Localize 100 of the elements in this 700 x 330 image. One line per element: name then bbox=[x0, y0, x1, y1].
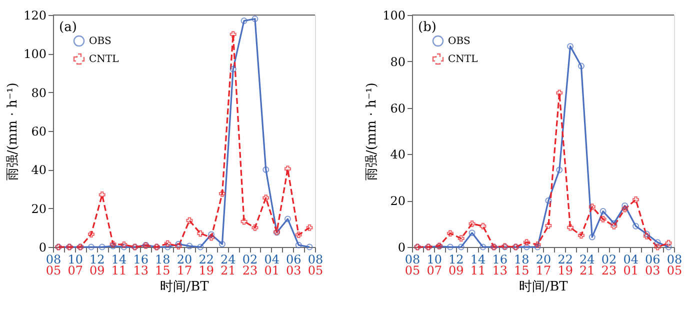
x2-tick-label: 05 bbox=[308, 264, 324, 278]
point bbox=[578, 62, 584, 70]
y-tick-label: 120 bbox=[24, 8, 46, 22]
point bbox=[197, 244, 204, 250]
point bbox=[446, 244, 454, 250]
x-tick-label: 14 bbox=[111, 252, 127, 266]
point bbox=[654, 239, 661, 246]
x-tick-label: 08 bbox=[666, 252, 682, 266]
x-tick-label: 04 bbox=[623, 252, 639, 266]
y-axis-title: 雨强/(mm · h⁻¹) bbox=[364, 82, 380, 181]
x2-tick-label: 21 bbox=[220, 264, 236, 278]
x2-tick-label: 13 bbox=[133, 264, 148, 278]
point bbox=[252, 224, 258, 231]
point bbox=[218, 240, 226, 248]
x2-tick-label: 23 bbox=[242, 264, 258, 278]
point bbox=[480, 244, 486, 250]
x2-tick-label: 23 bbox=[601, 264, 617, 278]
point bbox=[295, 232, 302, 238]
x2-tick-label: 19 bbox=[558, 264, 573, 278]
x2-tick-label: 01 bbox=[623, 264, 638, 278]
x2-tick-label: 07 bbox=[426, 264, 442, 278]
point bbox=[523, 244, 530, 250]
x2-tick-label: 07 bbox=[68, 264, 83, 278]
point bbox=[665, 240, 672, 246]
point bbox=[252, 16, 258, 22]
x-tick-label: 16 bbox=[492, 252, 508, 266]
point bbox=[262, 166, 270, 173]
point bbox=[610, 220, 618, 227]
annotation: (b) bbox=[418, 20, 436, 35]
point bbox=[240, 18, 248, 24]
x2-tick-label: 05 bbox=[46, 264, 62, 278]
x-tick-label: 14 bbox=[470, 252, 486, 266]
point bbox=[284, 166, 291, 172]
point bbox=[208, 234, 215, 241]
point bbox=[480, 222, 486, 230]
y-tick-label: 0 bbox=[398, 240, 406, 254]
x2-tick-label: 21 bbox=[580, 264, 595, 278]
point bbox=[458, 244, 464, 250]
y-tick-label: 60 bbox=[31, 124, 46, 138]
annotation: (a) bbox=[59, 20, 77, 35]
x2-tick-label: 15 bbox=[514, 264, 530, 278]
point bbox=[208, 231, 215, 238]
x-tick-label: 24 bbox=[220, 252, 236, 266]
point bbox=[186, 242, 193, 250]
point bbox=[556, 166, 563, 174]
y-tick-label: 20 bbox=[390, 194, 406, 208]
point bbox=[632, 222, 640, 230]
point bbox=[556, 90, 563, 96]
y-tick-label: 100 bbox=[382, 8, 406, 22]
x-tick-label: 08 bbox=[46, 252, 62, 266]
point bbox=[284, 216, 291, 222]
point bbox=[230, 66, 236, 72]
legend-label: CNTL bbox=[448, 54, 478, 65]
x-tick-label: 20 bbox=[176, 252, 192, 266]
point bbox=[88, 231, 94, 238]
x-tick-label: 08 bbox=[308, 252, 324, 266]
point bbox=[120, 241, 128, 248]
legend-label: CNTL bbox=[89, 54, 120, 65]
y-tick-label: 60 bbox=[390, 101, 406, 116]
x-axis-title: 时间/BT bbox=[160, 280, 210, 294]
x2-tick-label: 03 bbox=[286, 264, 302, 278]
x2-tick-label: 05 bbox=[404, 264, 420, 278]
point bbox=[468, 220, 476, 228]
point bbox=[632, 196, 640, 203]
x2-tick-label: 13 bbox=[492, 264, 508, 278]
point bbox=[98, 192, 106, 198]
point bbox=[567, 43, 574, 50]
point bbox=[588, 204, 596, 210]
point bbox=[186, 217, 193, 224]
x2-tick-label: 09 bbox=[448, 264, 464, 278]
point bbox=[468, 230, 476, 236]
x-tick-label: 24 bbox=[580, 252, 596, 266]
x-tick-label: 16 bbox=[133, 252, 148, 266]
point bbox=[458, 235, 464, 242]
y-axis-title: 雨强/(mm · h⁻¹) bbox=[6, 82, 21, 181]
point bbox=[88, 244, 94, 250]
point bbox=[240, 218, 248, 225]
x2-tick-label: 05 bbox=[666, 264, 682, 278]
x-tick-label: 10 bbox=[426, 252, 442, 266]
point bbox=[164, 244, 171, 250]
point bbox=[588, 234, 596, 240]
x-tick-label: 12 bbox=[90, 252, 105, 266]
x2-tick-label: 03 bbox=[645, 264, 660, 278]
x-axis-title: 时间/BT bbox=[519, 280, 568, 294]
point bbox=[545, 222, 552, 229]
point bbox=[120, 244, 128, 250]
x-tick-label: 22 bbox=[198, 252, 214, 266]
x2-tick-label: 11 bbox=[111, 264, 127, 278]
x-tick-label: 02 bbox=[601, 252, 617, 266]
x-tick-label: 22 bbox=[558, 252, 573, 266]
point bbox=[98, 244, 106, 250]
x-tick-label: 04 bbox=[264, 252, 280, 266]
x-tick-label: 02 bbox=[242, 252, 258, 266]
x-tick-label: 06 bbox=[645, 252, 660, 266]
x-tick-label: 10 bbox=[68, 252, 83, 266]
point bbox=[175, 240, 182, 248]
point bbox=[654, 244, 661, 250]
point bbox=[578, 232, 584, 239]
x-tick-label: 18 bbox=[514, 252, 530, 266]
y-tick-label: 80 bbox=[390, 54, 406, 69]
